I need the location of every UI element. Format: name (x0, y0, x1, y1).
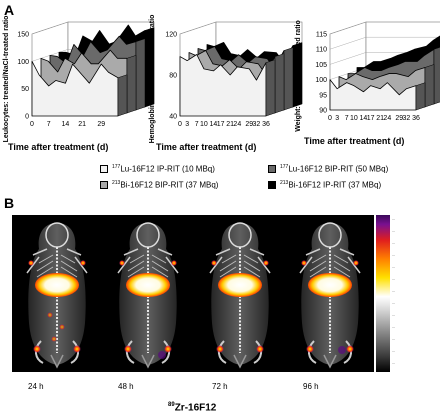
x-tick-label: 0 (178, 121, 182, 128)
x-tick-label: 29 (395, 115, 403, 122)
x-tick-label: 0 (30, 121, 34, 128)
y-tick-label: 115 (316, 32, 327, 39)
x-tick-label: 17 (367, 115, 375, 122)
x-tick-label: 24 (233, 121, 241, 128)
legend-item: 213Bi-16F12 BIP-RIT (37 MBq) (100, 180, 218, 190)
legend-text: 213Bi-16F12 IP-RIT (37 MBq) (280, 180, 382, 190)
x-tick-label: 29 (97, 121, 105, 128)
color-scale-ticks: — — — — — — — — — — — — — (392, 217, 395, 365)
y-tick-label: 40 (169, 114, 177, 121)
legend-text: 213Bi-16F12 BIP-RIT (37 MBq) (112, 180, 219, 190)
hemoglobin-chart: 40 80 120 0 3 7 10 14 17 21 24 29 32 36 Time after tre… (149, 15, 303, 152)
gridline (329, 37, 440, 50)
x-tick-label: 7 (47, 121, 51, 128)
legend-swatch (268, 180, 276, 189)
y-tick-label: 90 (319, 108, 327, 115)
leukocytes-chart: 0 50 100 150 0 7 14 21 29 Time after treatment (d… (3, 16, 155, 152)
y-axis-title: Weight: treated/NaCl-treated ratio (295, 20, 302, 132)
legend-swatch (100, 180, 108, 189)
gridline (31, 21, 154, 35)
ribbon-edge (126, 54, 137, 114)
ribbon-edge (135, 38, 146, 111)
x-tick-label: 14 (62, 121, 70, 128)
x-tick-label: 3 (185, 121, 189, 128)
panel-a-label: A (4, 2, 15, 18)
gridline (329, 21, 440, 35)
x-tick-label: 32 (253, 121, 261, 128)
ribbon-edge (415, 82, 426, 111)
x-tick-label: 3 (335, 115, 339, 122)
x-tick-label: 24 (383, 115, 391, 122)
ribbon-edge (433, 47, 440, 105)
x-axis-title: Time after treatment (d) (8, 142, 108, 152)
x-tick-label: 29 (245, 121, 253, 128)
y-tick-label: 100 (315, 77, 327, 84)
y-tick-label: 120 (165, 32, 177, 39)
x-tick-label: 10 (350, 115, 358, 122)
y-axis-title: Leukocytes: treated/NaCl-treated ratio (3, 16, 10, 143)
x-tick-label: 7 (195, 121, 199, 128)
tracer-label: 89Zr-16F12 (168, 402, 217, 414)
pet-imaging-panel (12, 215, 374, 372)
y-tick-label: 100 (17, 59, 29, 66)
x-tick-label: 32 (403, 115, 411, 122)
y-tick-label: 110 (316, 47, 327, 54)
ribbon-edge (283, 47, 294, 111)
x-tick-label: 21 (376, 115, 384, 122)
legend: 177Lu-16F12 IP-RIT (10 MBq) 177Lu-16F12 … (100, 162, 430, 192)
color-scale-bar (376, 215, 390, 372)
x-tick-label: 36 (412, 115, 420, 122)
timepoint-label: 24 h (28, 382, 44, 391)
x-axis-title: Time after treatment (d) (304, 136, 404, 146)
timepoint-label: 48 h (118, 382, 134, 391)
y-axis-title: Hemoglobin: treated/NaCl-treated ratio (149, 15, 156, 144)
x-axis-title: Time after treatment (d) (156, 142, 256, 152)
x-tick-label: 14 (210, 121, 218, 128)
x-tick-label: 14 (360, 115, 368, 122)
mouse-pet-images (26, 222, 361, 368)
x-tick-label: 7 (345, 115, 349, 122)
ribbon-edge (265, 59, 276, 117)
legend-text: 177Lu-16F12 IP-RIT (10 MBq) (112, 164, 215, 174)
ribbon-edge (117, 74, 128, 117)
y-tick-label: 50 (21, 86, 29, 93)
panel-b-label: B (4, 195, 15, 211)
x-tick-label: 0 (328, 115, 332, 122)
y-tick-label: 95 (319, 92, 327, 99)
legend-swatch (100, 164, 108, 173)
ribbon-edge (274, 53, 285, 114)
ribbon-edge (424, 64, 435, 108)
x-tick-label: 36 (262, 121, 270, 128)
weight-chart: 90 95 100 105 110 115 0 3 7 10 14 17 21 24 29 32 36 Time … (295, 20, 440, 146)
legend-item: 177Lu-16F12 IP-RIT (10 MBq) (100, 164, 215, 174)
x-tick-label: 10 (200, 121, 208, 128)
y-tick-label: 0 (25, 114, 29, 121)
timepoint-label: 96 h (303, 382, 319, 391)
x-tick-label: 21 (78, 121, 86, 128)
y-tick-label: 105 (315, 62, 327, 69)
x-tick-label: 17 (217, 121, 225, 128)
y-tick-label: 150 (17, 32, 29, 39)
timepoint-label: 72 h (212, 382, 228, 391)
legend-item: 177Lu-16F12 BIP-RIT (50 MBq) (268, 164, 388, 174)
x-tick-label: 21 (226, 121, 234, 128)
legend-swatch (268, 164, 276, 173)
gridline (179, 21, 302, 35)
legend-text: 177Lu-16F12 BIP-RIT (50 MBq) (280, 164, 389, 174)
y-tick-label: 80 (169, 73, 177, 80)
legend-item: 213Bi-16F12 IP-RIT (37 MBq) (268, 180, 381, 190)
